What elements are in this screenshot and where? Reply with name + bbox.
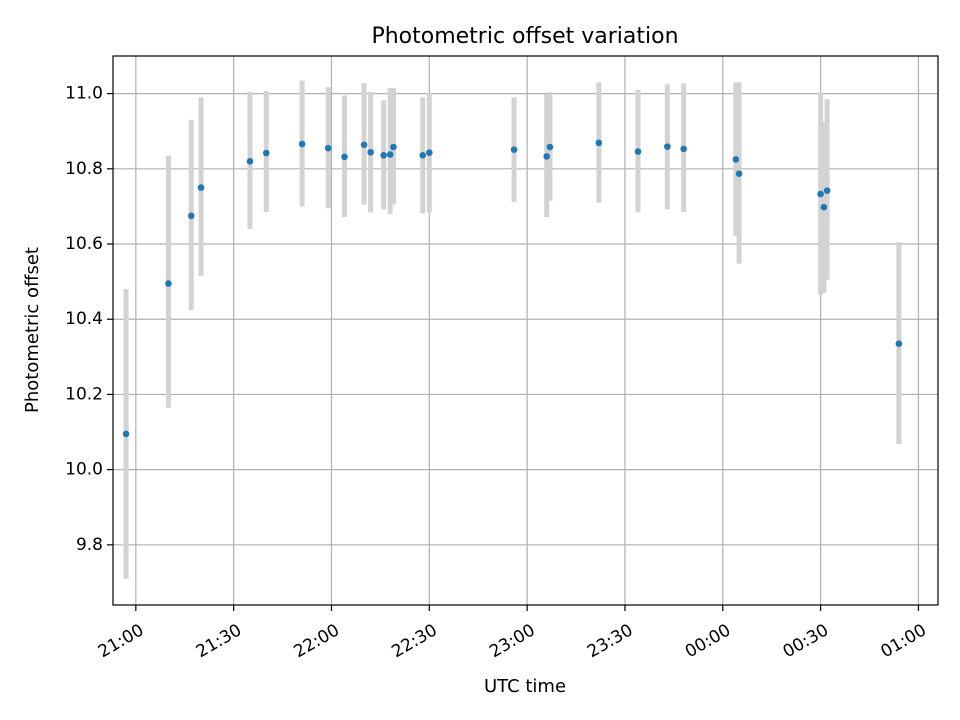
- data-point: [390, 143, 397, 151]
- data-point: [380, 151, 387, 159]
- data-point: [419, 151, 427, 159]
- data-point: [341, 153, 348, 161]
- data-points: [122, 139, 903, 438]
- data-point: [735, 170, 743, 177]
- chart-title: Photometric offset variation: [371, 24, 678, 49]
- x-axis-label: UTC time: [484, 676, 566, 697]
- data-point: [895, 340, 903, 347]
- data-point: [324, 144, 332, 152]
- y-tick-label: 10.8: [65, 159, 103, 179]
- data-point: [732, 156, 740, 163]
- data-point: [298, 140, 306, 148]
- y-tick-label: 10.0: [65, 460, 103, 480]
- data-point: [426, 149, 433, 156]
- y-tick-label: 9.8: [76, 535, 103, 555]
- data-point: [367, 148, 374, 156]
- data-point: [165, 280, 172, 287]
- data-point: [386, 151, 394, 158]
- data-point: [122, 430, 130, 438]
- data-point: [823, 187, 831, 194]
- data-point: [595, 139, 603, 147]
- data-point: [187, 212, 195, 220]
- y-tick-label: 10.6: [65, 234, 103, 254]
- data-point: [262, 149, 270, 157]
- data-point: [817, 190, 824, 198]
- data-point: [664, 143, 671, 150]
- data-point: [510, 146, 518, 153]
- data-point: [246, 157, 254, 165]
- data-point: [546, 143, 554, 151]
- y-axis-label: Photometric offset: [22, 247, 43, 413]
- grid: [113, 56, 938, 605]
- y-axis: 9.8 10.0 10.2 10.4 10.6 10.8 11.0: [65, 84, 113, 555]
- data-point: [543, 153, 550, 160]
- data-point: [360, 141, 368, 149]
- data-point: [634, 148, 642, 155]
- plot-frame: [112, 55, 939, 606]
- y-tick-label: 10.2: [65, 384, 103, 404]
- data-point: [680, 145, 687, 153]
- y-tick-label: 10.4: [65, 309, 103, 329]
- data-point: [820, 203, 828, 211]
- data-point: [197, 184, 205, 191]
- y-tick-label: 11.0: [65, 84, 103, 104]
